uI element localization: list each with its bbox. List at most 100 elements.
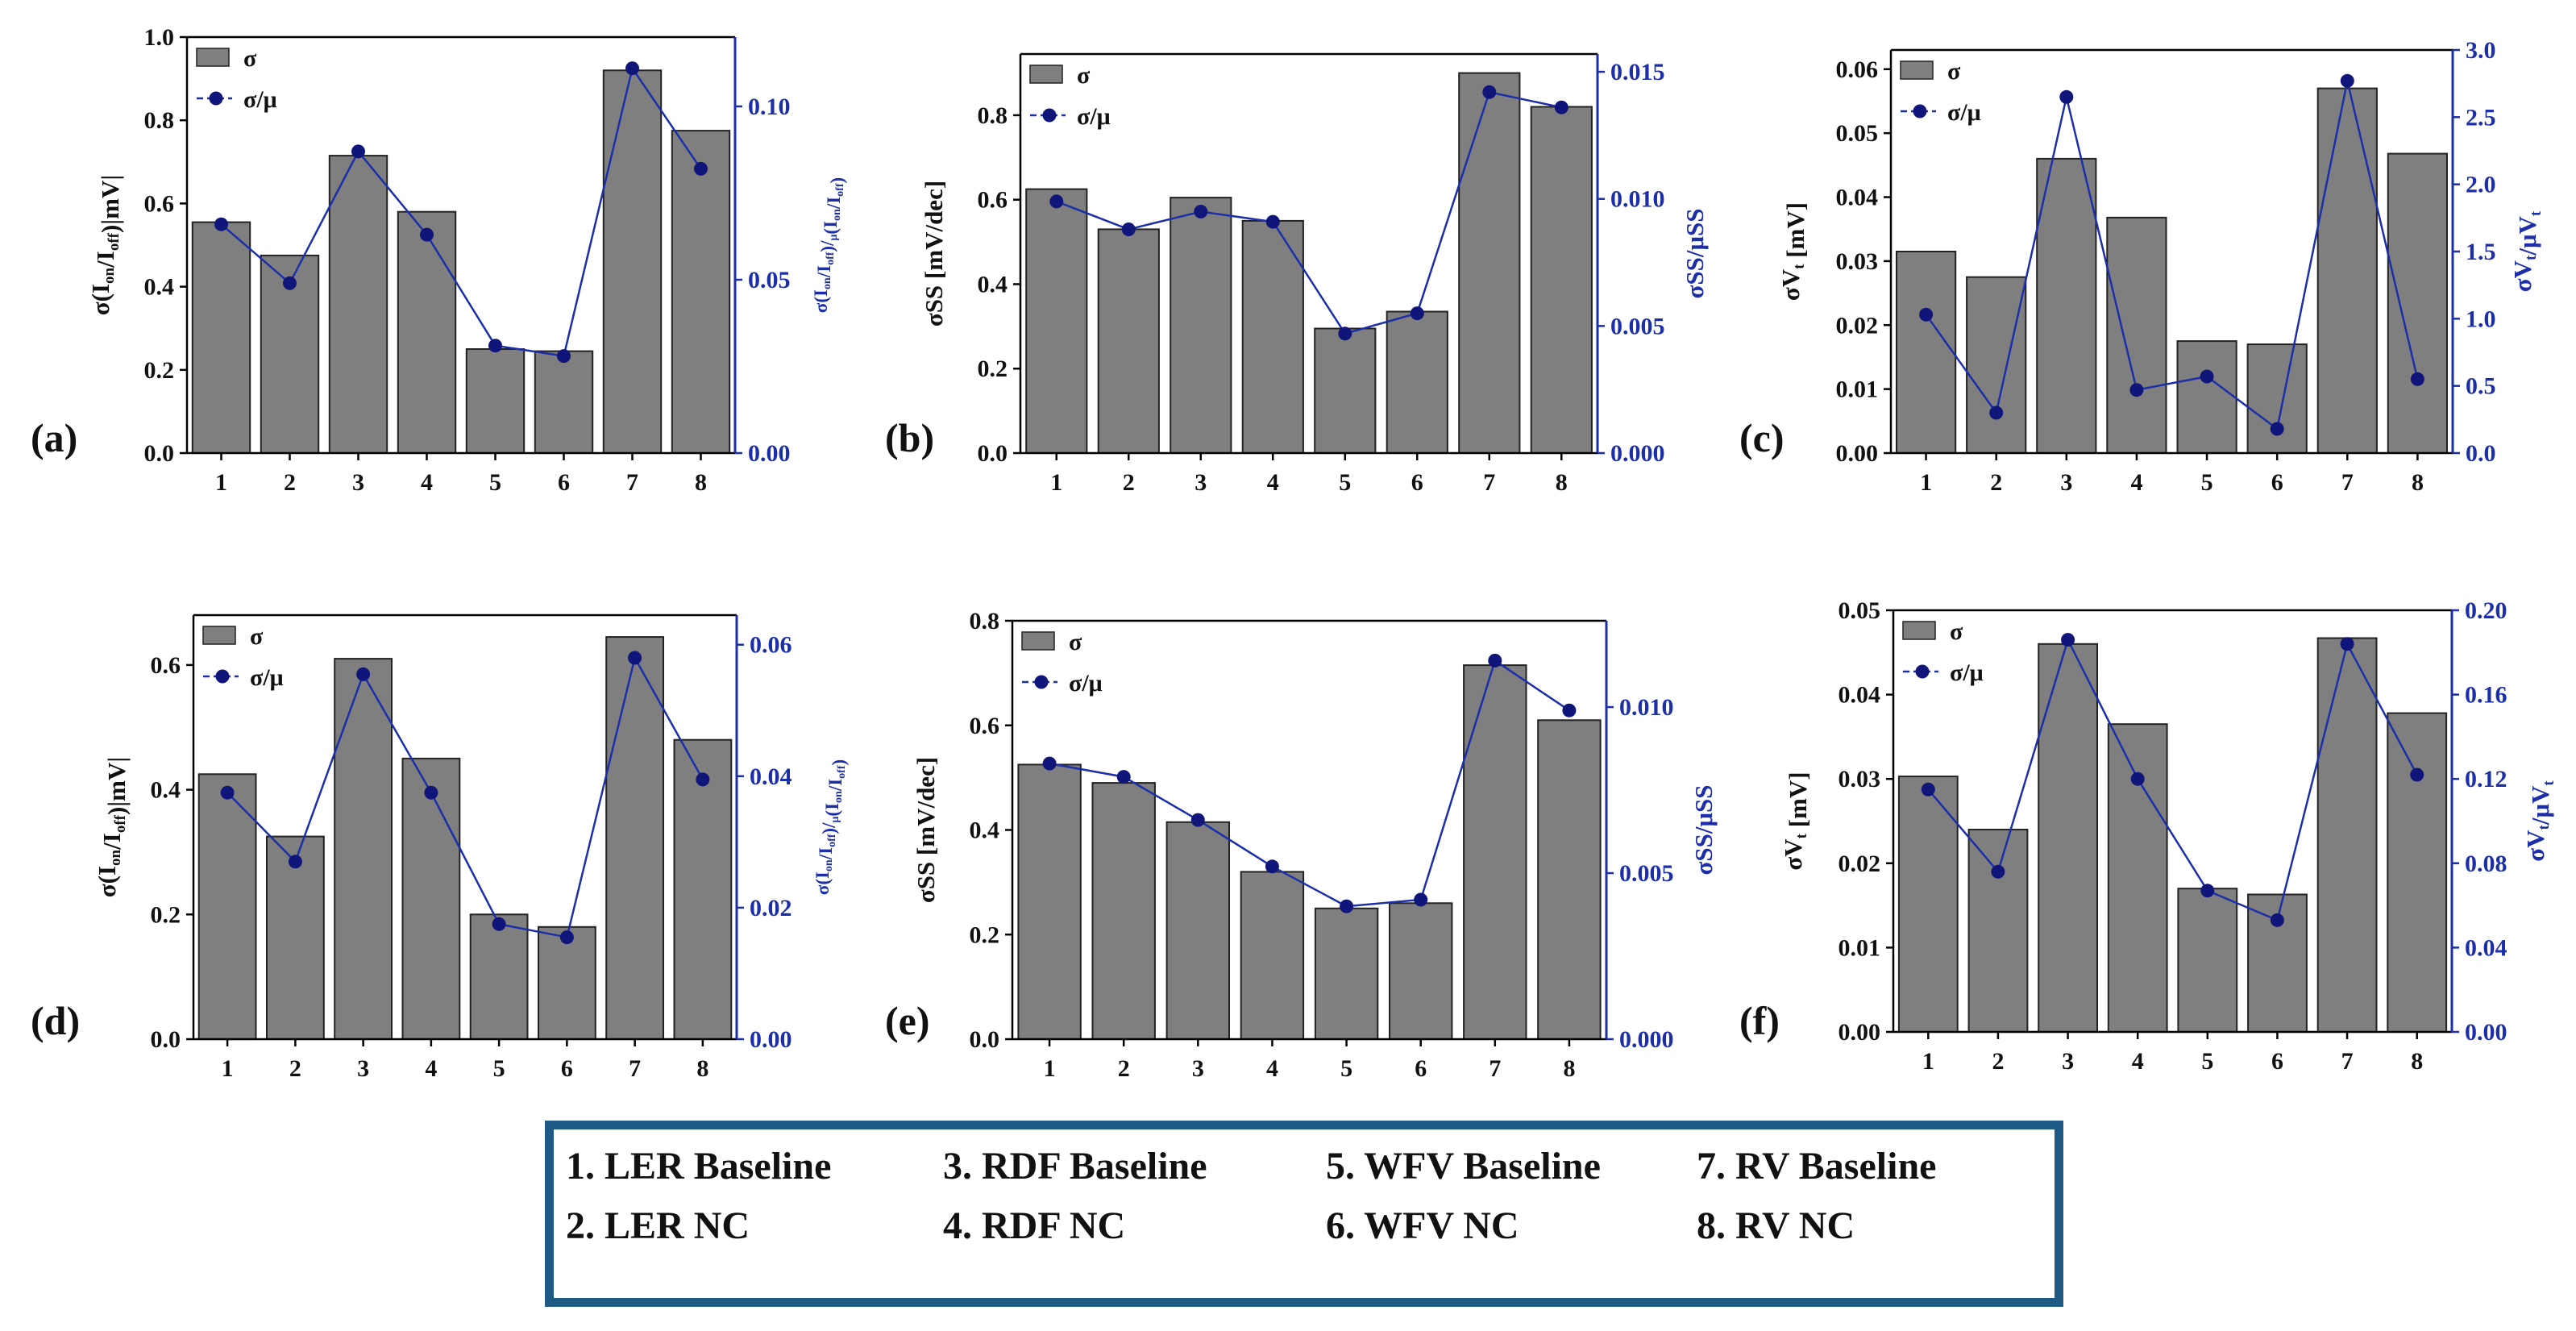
y-tick-label: 0.0 [144, 440, 175, 467]
legend-line-marker [1042, 108, 1057, 123]
bar-3 [2036, 157, 2097, 454]
y2-tick-label: 0.005 [1619, 860, 1674, 887]
legend-line-label: σ/μ [1069, 670, 1103, 697]
y-axis-title: σVt [mV] [1776, 202, 1809, 301]
ratio-point-8 [1562, 703, 1577, 717]
panel-label: (a) [31, 415, 77, 460]
key-item-6: 6. WFV NC [1326, 1204, 1519, 1247]
legend-line-marker [215, 669, 230, 684]
ratio-point-6 [559, 930, 574, 945]
y-tick-label: 0.00 [1836, 440, 1879, 467]
bar-1 [1025, 188, 1088, 454]
x-tick-label-6: 6 [558, 469, 570, 496]
y-tick-label: 0.00 [1839, 1019, 1881, 1046]
x-tick-label-4: 4 [2132, 1048, 2144, 1075]
y2-tick-label: 0.010 [1610, 186, 1665, 213]
y2-tick-label: 0.20 [2465, 597, 2507, 624]
y-tick-label: 0.0 [151, 1026, 181, 1053]
ratio-point-5 [488, 339, 502, 353]
x-tick-label-2: 2 [1990, 469, 2002, 496]
x-tick-label-5: 5 [493, 1055, 505, 1082]
x-tick-label-8: 8 [696, 1055, 708, 1082]
ratio-series-line [1927, 637, 2418, 922]
panel-label: (c) [1739, 415, 1785, 460]
bar-5 [2177, 888, 2238, 1033]
y-tick-label: 0.8 [970, 608, 1000, 634]
ratio-point-8 [694, 161, 708, 176]
x-tick-label-5: 5 [1339, 469, 1351, 496]
bar-6 [1389, 902, 1453, 1041]
ratio-point-6 [2270, 913, 2284, 927]
ratio-point-4 [424, 785, 438, 800]
x-tick-label-4: 4 [2130, 469, 2142, 496]
x-tick-label-7: 7 [1483, 469, 1495, 496]
y-tick-label: 0.2 [978, 356, 1008, 382]
y-tick-label: 1.0 [144, 24, 175, 51]
y-tick-label: 0.0 [978, 440, 1008, 467]
legend-line-marker [1913, 104, 1927, 119]
y2-tick-label: 0.000 [1610, 440, 1665, 467]
ratio-point-7 [2340, 637, 2354, 651]
panel-label: (d) [31, 998, 80, 1043]
category-key-box: 1. LER Baseline 2. LER NC 3. RDF Baselin… [545, 1121, 2063, 1307]
ratio-point-7 [1488, 653, 1502, 668]
ratio-point-7 [2340, 73, 2354, 88]
bar-1 [1017, 763, 1082, 1041]
y2-tick-label: 1.5 [2466, 239, 2496, 265]
ratio-point-5 [2200, 369, 2214, 384]
legend-line-label: σ/μ [1947, 99, 1981, 126]
ratio-point-3 [351, 144, 365, 159]
bar-3 [334, 658, 393, 1040]
x-tick-label-1: 1 [222, 1055, 234, 1082]
y2-axis-title: σSS/μSS [1681, 208, 1709, 298]
ratio-point-4 [2129, 383, 2144, 397]
bar-1 [1896, 251, 1957, 454]
legend-line-marker [209, 91, 223, 106]
y-tick-label: 0.6 [978, 187, 1008, 214]
legend-line-label: σ/μ [1950, 659, 1984, 686]
bar-7 [1458, 72, 1521, 454]
y-tick-label: 0.04 [1839, 682, 1881, 709]
bar-6 [1386, 310, 1448, 454]
ratio-point-1 [1042, 756, 1057, 771]
ratio-point-2 [1991, 864, 2005, 879]
ratio-point-2 [288, 855, 302, 869]
x-tick-label-5: 5 [1340, 1055, 1352, 1082]
y-axis-title: σVt [mV] [1779, 772, 1812, 870]
bar-2 [1091, 782, 1156, 1040]
ratio-point-5 [492, 917, 506, 931]
bar-8 [1537, 719, 1602, 1040]
y2-axis-title: σSS/μSS [1689, 784, 1718, 875]
y2-tick-label: 1.0 [2466, 306, 2496, 332]
ratio-point-6 [1410, 306, 1424, 321]
x-tick-label-6: 6 [2271, 469, 2283, 496]
bar-4 [1240, 871, 1305, 1041]
y2-axis-title: σVt/μVt [2508, 210, 2545, 292]
bar-7 [1463, 664, 1527, 1040]
ratio-point-1 [1921, 782, 1935, 797]
bar-8 [1530, 106, 1593, 454]
ratio-point-5 [1340, 899, 1354, 913]
y2-tick-label: 2.5 [2466, 104, 2496, 131]
x-tick-label-5: 5 [489, 469, 501, 496]
x-tick-label-3: 3 [2060, 469, 2072, 496]
x-tick-label-7: 7 [1489, 1055, 1501, 1082]
x-tick-label-3: 3 [1192, 1055, 1204, 1082]
y-tick-label: 0.8 [978, 102, 1008, 129]
x-tick-label-6: 6 [1411, 469, 1423, 496]
ratio-point-4 [1265, 214, 1280, 229]
y2-tick-label: 0.000 [1619, 1026, 1674, 1053]
x-tick-label-5: 5 [2201, 1048, 2213, 1075]
y2-axis-title: σVt/μVt [2521, 780, 2557, 862]
bar-3 [1165, 821, 1230, 1040]
x-tick-label-8: 8 [1556, 469, 1568, 496]
x-tick-label-7: 7 [2341, 469, 2354, 496]
bar-7 [605, 636, 665, 1040]
legend-bar-swatch [1902, 621, 1936, 640]
bar-3 [328, 155, 388, 454]
y-tick-label: 0.6 [151, 652, 181, 679]
x-tick-label-6: 6 [2271, 1048, 2283, 1075]
y2-tick-label: 0.02 [750, 895, 792, 921]
chart-panel-f: 1 2 3 4 5 6 7 8 0.00 0.01 0.02 0.03 0.04 0.05 0.00 0.04… [1739, 597, 2557, 1075]
